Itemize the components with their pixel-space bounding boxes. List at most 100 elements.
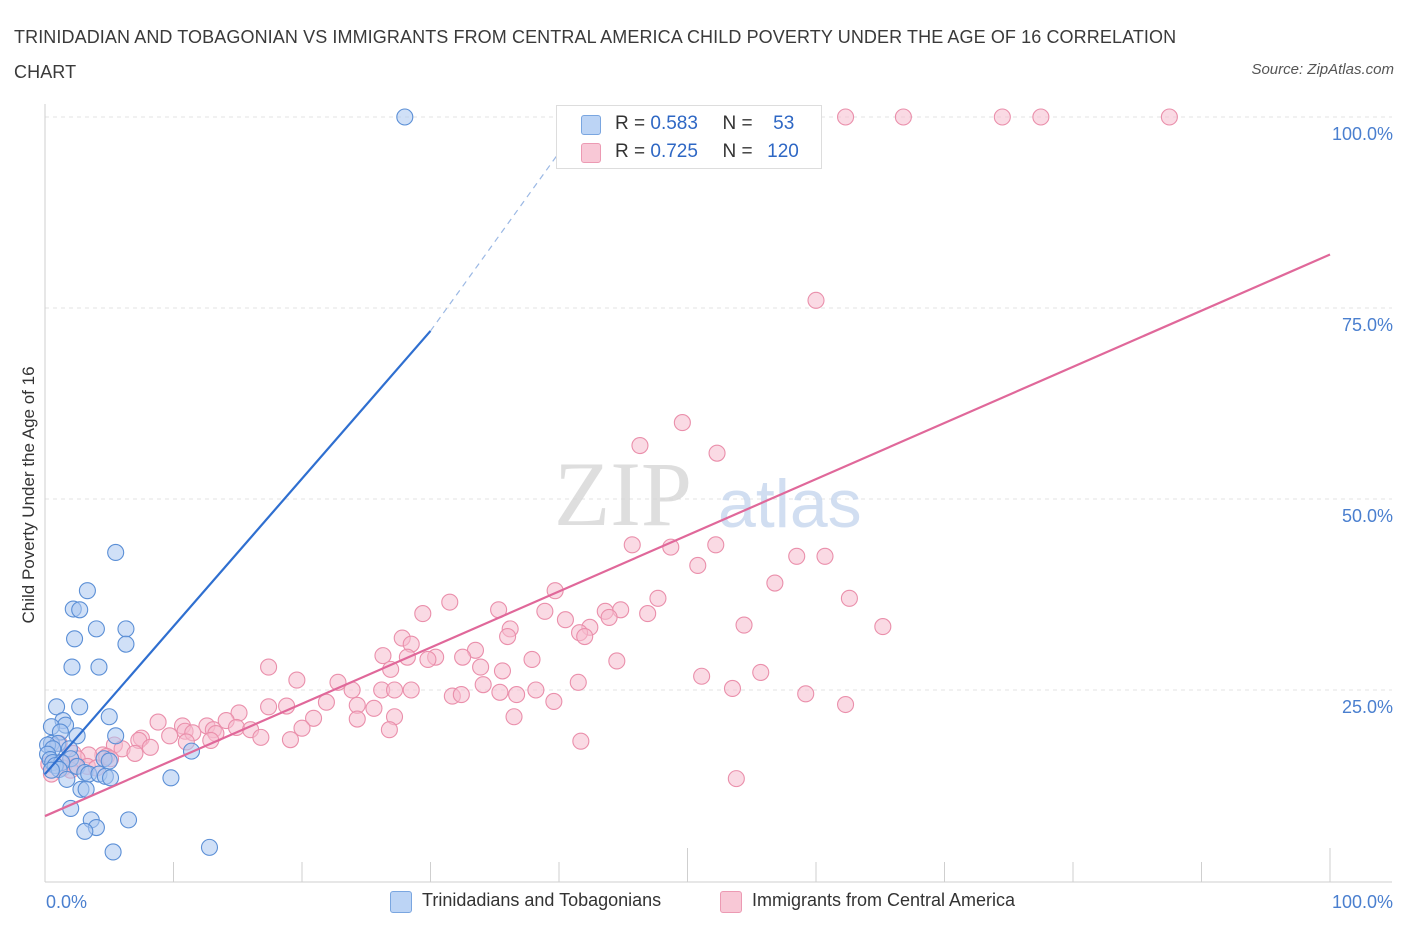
trend-lines	[44, 116, 1331, 818]
data-point-blue	[101, 769, 120, 787]
chart-source: Source: ZipAtlas.com	[1251, 61, 1394, 78]
data-point-pink	[723, 679, 742, 698]
legend-r-value-blue: 0.583	[650, 113, 698, 134]
data-point-pink	[293, 719, 311, 737]
data-point-pink	[707, 536, 725, 554]
data-point-pink	[288, 671, 306, 689]
data-point-blue	[107, 543, 125, 562]
data-point-pink	[161, 727, 179, 745]
y-tick-label: 100.0%	[1332, 124, 1393, 144]
legend-n-label: N =	[722, 113, 753, 134]
pink-series-points	[40, 108, 1178, 788]
data-point-pink	[472, 658, 490, 676]
trend-line-blue	[44, 330, 432, 775]
data-point-pink	[419, 650, 437, 668]
data-point-pink	[572, 732, 590, 750]
legend-n-value-pink: 120	[767, 141, 799, 162]
data-point-pink	[365, 699, 383, 717]
data-point-pink	[689, 556, 707, 575]
data-point-pink	[623, 536, 641, 554]
bottom-legend-label-pink: Immigrants from Central America	[752, 890, 1016, 910]
data-point-pink	[608, 652, 626, 670]
data-point-pink	[788, 547, 806, 565]
legend-r-label: R =	[615, 141, 646, 162]
data-point-pink	[385, 681, 404, 699]
data-point-pink	[493, 662, 512, 680]
data-point-pink	[523, 650, 541, 668]
chart-title: TRINIDADIAN AND TOBAGONIAN VS IMMIGRANTS…	[14, 27, 1177, 82]
data-point-blue	[100, 752, 118, 770]
legend-r-value-pink: 0.725	[650, 141, 698, 162]
data-point-pink	[505, 708, 523, 726]
data-point-pink	[382, 660, 400, 678]
data-point-pink	[380, 721, 398, 739]
data-point-pink	[527, 681, 545, 699]
data-point-blue	[162, 769, 180, 787]
y-tick-label: 25.0%	[1342, 697, 1393, 717]
data-point-pink	[673, 414, 691, 432]
data-point-pink	[837, 108, 855, 126]
data-point-pink	[807, 291, 825, 309]
x-tick-label: 0.0%	[46, 892, 87, 912]
data-point-pink	[452, 686, 470, 704]
data-point-pink	[752, 663, 770, 681]
data-point-blue	[66, 630, 84, 648]
data-point-pink	[639, 605, 657, 623]
legend-n-value-blue: 53	[773, 113, 795, 134]
data-point-pink	[305, 709, 323, 727]
data-point-pink	[894, 108, 912, 126]
stats-legend: R = 0.583 N = 53 R = 0.725 N = 120	[556, 105, 822, 169]
data-point-pink	[454, 648, 472, 666]
data-point-blue	[78, 582, 96, 600]
data-point-pink	[348, 710, 366, 728]
data-point-pink	[735, 616, 753, 634]
data-point-pink	[649, 589, 667, 607]
trend-line-pink	[44, 253, 1331, 818]
data-point-pink	[260, 658, 278, 676]
data-point-pink	[499, 627, 517, 646]
data-point-blue	[100, 708, 118, 726]
data-point-blue	[76, 822, 94, 840]
data-point-blue	[117, 635, 135, 653]
data-point-blue	[107, 727, 125, 745]
grid-lines	[45, 116, 1392, 691]
legend-swatch-pink	[581, 143, 601, 163]
y-tick-labels: 25.0% 50.0% 75.0% 100.0%	[1332, 124, 1393, 717]
data-point-blue	[48, 698, 66, 716]
bottom-legend-label-blue: Trinidadians and Tobagonians	[422, 890, 662, 910]
data-point-pink	[631, 436, 649, 455]
data-point-pink	[126, 744, 144, 762]
data-point-pink	[491, 683, 509, 701]
data-point-pink	[414, 605, 432, 623]
data-point-pink	[374, 647, 392, 665]
legend-n-label: N =	[722, 141, 753, 162]
y-axis-label: Child Poverty Under the Age of 16	[19, 366, 38, 623]
watermark-zip: ZIP	[554, 443, 692, 545]
bottom-legend-swatch-blue	[390, 891, 412, 913]
data-point-pink	[727, 770, 745, 788]
data-point-pink	[840, 589, 858, 607]
data-point-pink	[260, 698, 278, 716]
data-point-pink	[1032, 108, 1050, 126]
data-point-blue	[200, 838, 219, 856]
x-tick-labels: 0.0% 100.0%	[46, 892, 1393, 912]
data-point-blue	[58, 770, 76, 788]
data-point-pink	[441, 593, 459, 611]
data-point-pink	[874, 618, 892, 636]
data-point-pink	[693, 667, 711, 685]
data-point-pink	[508, 686, 526, 704]
data-point-pink	[708, 444, 726, 462]
data-point-pink	[402, 681, 420, 699]
watermark: ZIP atlas	[554, 443, 862, 545]
y-tick-label: 75.0%	[1342, 315, 1393, 335]
blue-series-points	[39, 108, 414, 861]
data-point-blue	[104, 843, 122, 861]
data-point-blue	[119, 811, 138, 829]
data-point-blue	[90, 658, 108, 676]
y-tick-label: 50.0%	[1342, 506, 1393, 526]
data-point-pink	[474, 676, 492, 694]
data-point-pink	[837, 695, 855, 714]
data-point-blue	[71, 698, 89, 716]
data-point-pink	[536, 602, 554, 620]
